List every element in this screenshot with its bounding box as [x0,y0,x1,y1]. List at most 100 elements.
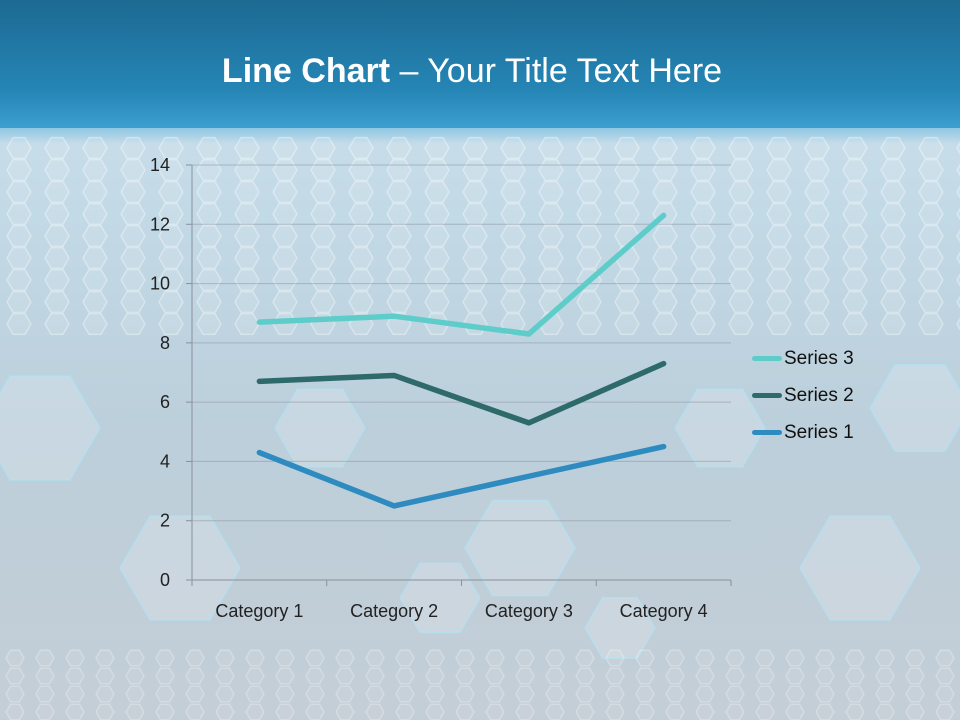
hexagon-decoration [485,685,505,703]
y-tick-label: 4 [160,451,170,471]
hexagon-decoration [120,158,146,182]
y-tick-label: 8 [160,333,170,353]
hexagon-decoration [815,649,835,667]
hexagon-decoration [614,312,640,336]
hexagon-decoration [576,290,602,314]
hexagon-decoration [918,246,944,270]
hexagon-decoration [462,268,488,292]
hexagon-decoration [804,158,830,182]
hexagon-decoration [158,290,184,314]
hexagon-decoration [695,667,715,685]
hexagon-decoration [348,246,374,270]
hexagon-decoration [545,685,565,703]
hexagon-decoration [728,312,754,336]
hexagon-decoration [875,685,895,703]
hexagon-decoration [196,268,222,292]
hexagon-decoration [95,685,115,703]
hexagon-decoration [125,649,145,667]
hexagon-decoration [842,158,868,182]
hexagon-decoration [335,667,355,685]
hexagon-decoration [918,202,944,226]
hexagon-decoration [44,202,70,226]
hexagon-decoration [875,649,895,667]
hexagon-decoration [804,202,830,226]
hexagon-decoration [584,596,656,660]
hexagon-decoration [728,224,754,248]
hexagon-decoration [576,246,602,270]
hexagon-decoration [158,268,184,292]
hexagon-decoration [120,136,146,160]
hexagon-decoration [725,667,745,685]
hexagon-decoration [6,290,32,314]
legend-swatch [752,393,782,398]
hexagon-decoration [918,268,944,292]
hexagon-decoration [545,667,565,685]
hexagon-decoration [425,685,445,703]
hexagon-decoration [158,202,184,226]
hexagon-decoration [310,268,336,292]
hexagon-decoration [120,180,146,204]
hexagon-decoration [424,268,450,292]
hexagon-decoration [728,136,754,160]
hexagon-decoration [424,224,450,248]
hexagon-decoration [196,290,222,314]
hexagon-decoration [82,246,108,270]
hexagon-decoration [880,180,906,204]
hexagon-decoration [845,649,865,667]
hexagon-decoration [44,224,70,248]
hexagon-decoration [44,312,70,336]
hexagon-decoration [424,246,450,270]
hexagon-decoration [515,667,535,685]
x-tick-label: Category 3 [485,601,573,621]
hexagon-decoration [515,685,535,703]
hexagon-decoration [65,649,85,667]
hexagon-decoration [785,667,805,685]
legend-label: Series 3 [784,347,854,369]
hexagon-decoration [728,290,754,314]
hexagon-decoration [455,685,475,703]
hexagon-decoration [804,290,830,314]
hexagon-decoration [690,246,716,270]
hexagon-decoration [690,268,716,292]
hexagon-decoration [395,667,415,685]
hexagon-decoration [956,163,960,177]
hexagon-decoration [310,136,336,160]
hexagon-decoration [538,246,564,270]
hexagon-decoration [605,667,625,685]
hexagon-decoration [845,667,865,685]
hexagon-decoration [728,158,754,182]
hexagon-decoration [576,180,602,204]
hexagon-decoration [348,136,374,160]
hexagon-decoration [35,649,55,667]
hexagon-decoration [6,268,32,292]
hexagon-decoration [956,273,960,287]
hexagon-decoration [665,667,685,685]
y-tick-label: 6 [160,392,170,412]
hexagon-decoration [728,246,754,270]
hexagon-decoration [880,268,906,292]
hexagon-decoration [725,649,745,667]
hexagon-decoration [880,246,906,270]
legend: Series 3 Series 2 Series 1 [752,340,854,451]
hexagon-decoration [158,136,184,160]
series-line-1 [256,443,667,509]
hexagon-decoration [766,202,792,226]
hexagon-decoration [804,312,830,336]
hexagon-decoration [842,202,868,226]
hexagon-decoration [614,290,640,314]
hexagon-decoration [935,649,955,667]
hexagon-decoration [395,685,415,703]
hexagon-decoration [305,685,325,703]
slide-title: Line Chart – Your Title Text Here [0,52,944,91]
hexagon-decoration [614,268,640,292]
hexagon-decoration [804,246,830,270]
hexagon-decoration [665,649,685,667]
hexagon-decoration [935,685,955,703]
legend-label: Series 2 [784,384,854,406]
legend-item-series-3: Series 3 [752,340,854,377]
hexagon-decoration [365,685,385,703]
hexagon-decoration [635,685,655,703]
hexagon-decoration [842,136,868,160]
hexagon-decoration [842,246,868,270]
hexagon-decoration [82,268,108,292]
